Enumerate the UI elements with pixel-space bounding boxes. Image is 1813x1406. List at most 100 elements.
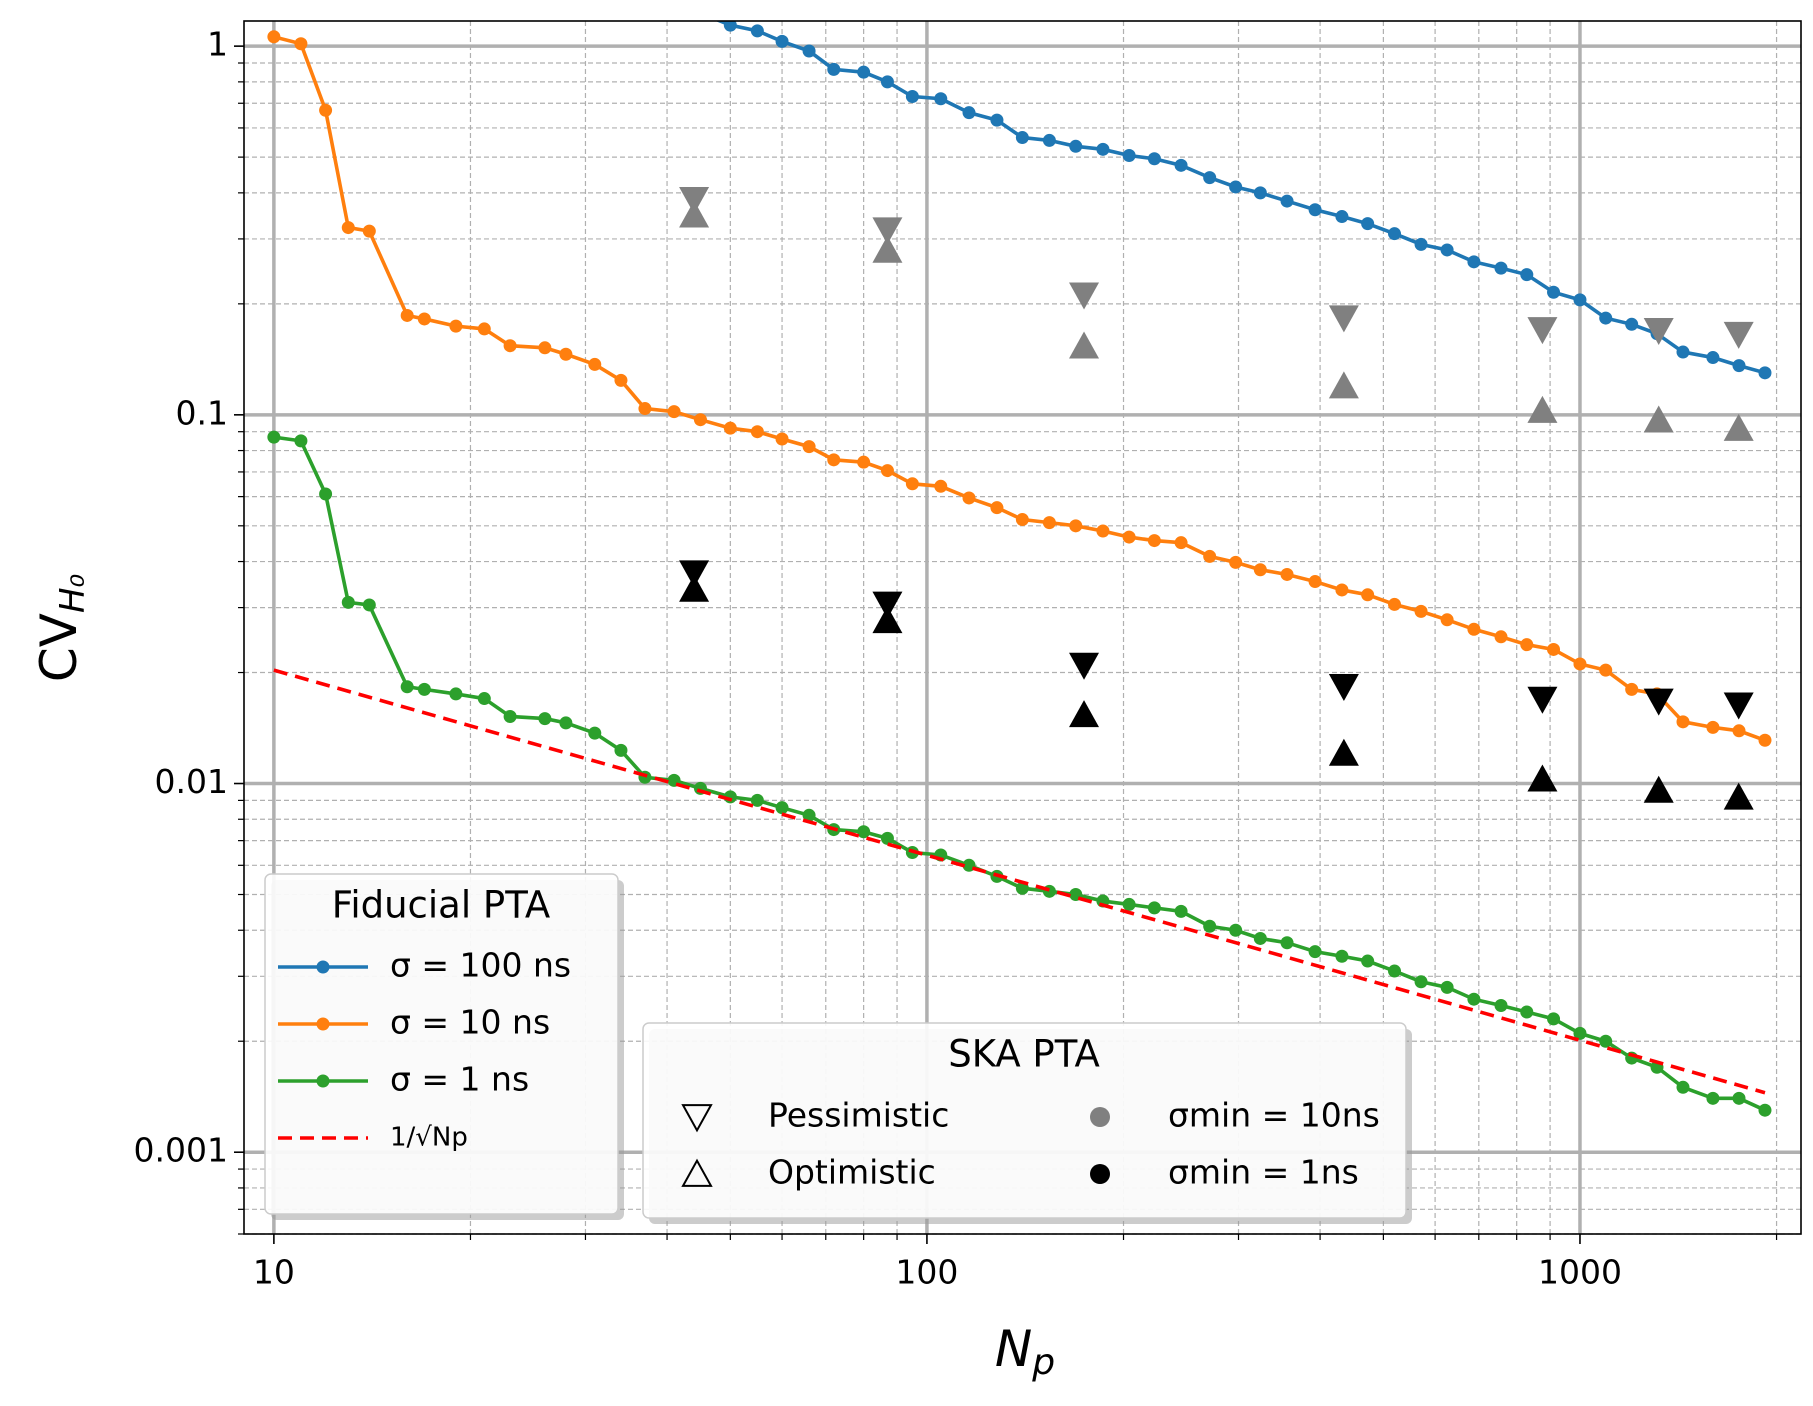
data-point xyxy=(1253,186,1267,200)
optimistic-marker xyxy=(1723,782,1754,810)
data-point xyxy=(1335,583,1349,597)
legend-label: σ = 10 ns xyxy=(390,1003,550,1042)
data-point xyxy=(1520,268,1534,282)
data-point xyxy=(667,405,681,419)
optimistic-marker xyxy=(679,200,710,228)
data-point xyxy=(1547,642,1561,656)
pessimistic-marker xyxy=(679,560,710,588)
y-label-sub: H₀ xyxy=(53,573,93,613)
y-tick-label: 0.1 xyxy=(176,393,228,432)
data-point xyxy=(1547,285,1561,299)
data-point xyxy=(1625,317,1639,331)
data-point xyxy=(503,339,517,353)
data-point xyxy=(962,106,976,120)
legend-marker xyxy=(681,1158,713,1187)
x-tick-label: 1000 xyxy=(1538,1253,1622,1292)
data-point xyxy=(1758,733,1772,747)
axes-frame xyxy=(243,20,1802,1235)
data-point xyxy=(1573,1026,1587,1040)
data-point xyxy=(319,103,333,117)
data-point xyxy=(962,491,976,505)
data-point xyxy=(1069,519,1083,533)
legend-box xyxy=(264,873,619,1215)
legend-label: σ = 100 ns xyxy=(390,946,571,985)
data-point xyxy=(1676,1080,1690,1094)
data-point xyxy=(775,801,789,815)
data-point xyxy=(1147,152,1161,166)
data-point xyxy=(1042,516,1056,530)
data-point xyxy=(1494,630,1508,644)
data-point xyxy=(1203,549,1217,563)
data-point xyxy=(990,113,1004,127)
optimistic-marker xyxy=(872,235,903,263)
legend: Fiducial PTA σ = 100 ns σ = 10 ns σ = 1 ns 1… xyxy=(264,873,624,1220)
data-point xyxy=(588,357,602,371)
data-point xyxy=(1494,998,1508,1012)
data-point xyxy=(1253,931,1267,945)
data-point xyxy=(1042,133,1056,147)
data-point xyxy=(723,421,737,435)
data-point xyxy=(1229,555,1243,569)
data-point xyxy=(750,793,764,807)
data-point xyxy=(1280,936,1294,950)
data-point xyxy=(1069,139,1083,153)
legend-marker xyxy=(681,1104,713,1133)
data-point xyxy=(449,319,463,333)
data-point xyxy=(1229,923,1243,937)
data-point xyxy=(1414,604,1428,618)
data-point xyxy=(775,432,789,446)
x-label-main: N xyxy=(995,1320,1032,1378)
data-point xyxy=(538,712,552,726)
data-point xyxy=(934,479,948,493)
x-label-sub: p xyxy=(1031,1342,1055,1383)
data-point xyxy=(1599,311,1613,325)
data-point xyxy=(1147,901,1161,915)
data-point xyxy=(905,90,919,104)
data-point xyxy=(1440,980,1454,994)
data-point xyxy=(1335,210,1349,224)
optimistic-marker xyxy=(1527,764,1558,792)
data-point xyxy=(1361,954,1375,968)
data-point xyxy=(1388,227,1402,241)
data-point xyxy=(1467,622,1481,636)
data-point xyxy=(1015,513,1029,527)
data-point xyxy=(294,434,308,448)
y-label-main: CV xyxy=(30,613,88,682)
data-point xyxy=(1147,534,1161,548)
data-point xyxy=(1706,1091,1720,1105)
optimistic-marker xyxy=(1643,775,1674,803)
plot-area xyxy=(267,21,1772,1117)
data-point xyxy=(449,687,463,701)
legends: Fiducial PTA σ = 100 ns σ = 10 ns σ = 1 ns 1… xyxy=(264,873,1412,1224)
data-point xyxy=(417,312,431,326)
data-point xyxy=(1203,919,1217,933)
data-point xyxy=(827,453,841,467)
data-point xyxy=(503,709,517,723)
data-point xyxy=(880,464,894,478)
data-point xyxy=(1467,255,1481,269)
legend-marker xyxy=(1090,1107,1110,1127)
optimistic-marker xyxy=(1527,395,1558,423)
data-point xyxy=(1280,194,1294,208)
data-point xyxy=(1414,975,1428,989)
data-point xyxy=(638,402,652,416)
data-point xyxy=(857,65,871,79)
data-point xyxy=(1229,180,1243,194)
data-point xyxy=(1599,663,1613,677)
optimistic-marker xyxy=(679,574,710,602)
legend-box xyxy=(642,1022,1407,1219)
data-point xyxy=(1388,597,1402,611)
data-point xyxy=(750,24,764,38)
data-point xyxy=(588,726,602,740)
data-point xyxy=(417,682,431,696)
data-point xyxy=(1308,575,1322,589)
data-point xyxy=(1308,203,1322,217)
data-point xyxy=(1174,536,1188,550)
data-point xyxy=(267,30,281,44)
data-point xyxy=(1096,524,1110,538)
data-point xyxy=(1547,1012,1561,1026)
y-tick-label: 1 xyxy=(207,25,228,64)
data-point xyxy=(1253,563,1267,577)
data-point xyxy=(1676,715,1690,729)
data-point xyxy=(990,501,1004,515)
